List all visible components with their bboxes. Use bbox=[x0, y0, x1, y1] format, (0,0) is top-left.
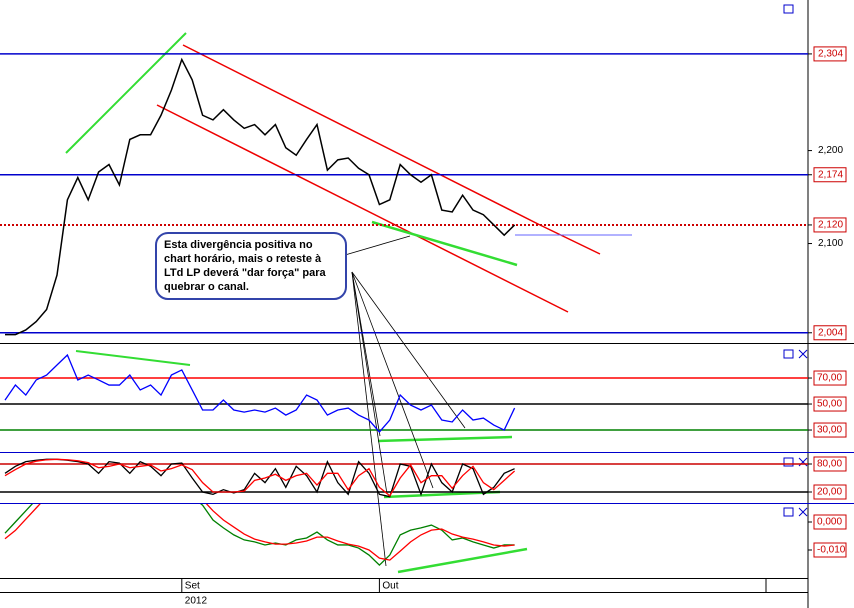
tick-label-box bbox=[813, 167, 847, 183]
series-line bbox=[4, 458, 516, 497]
y-tick-label: 0,000 bbox=[817, 517, 842, 528]
tick-label-box bbox=[813, 456, 847, 472]
tick-label-box bbox=[813, 370, 847, 386]
annotation-text: Esta divergência positiva no bbox=[164, 239, 313, 251]
annotation-text: quebrar o canal. bbox=[164, 281, 249, 293]
panel bbox=[0, 53, 808, 336]
y-tick-label: 30,00 bbox=[817, 425, 842, 436]
tick-label-box bbox=[813, 217, 847, 233]
tick-label-box bbox=[813, 484, 847, 500]
series-line bbox=[4, 458, 515, 498]
y-tick-label: 50,00 bbox=[817, 399, 842, 410]
tick-label-box bbox=[813, 325, 847, 341]
tick-label-box bbox=[813, 422, 847, 438]
series-line bbox=[5, 57, 516, 336]
x-tick-label: Set bbox=[185, 581, 200, 592]
year-label: 2012 bbox=[185, 596, 208, 607]
tick-label-box bbox=[813, 514, 847, 530]
annotation-text: chart horário, mais o reteste à bbox=[164, 253, 322, 265]
y-tick-label: 2,174 bbox=[818, 169, 843, 180]
y-tick-label: 2,004 bbox=[818, 327, 843, 338]
x-tick-label: Out bbox=[382, 581, 398, 592]
panel bbox=[0, 353, 808, 433]
y-tick-label: 2,100 bbox=[818, 238, 843, 249]
tick-label-box bbox=[813, 46, 847, 62]
tick-label-box bbox=[813, 542, 847, 558]
y-tick-label: 2,200 bbox=[818, 145, 843, 156]
y-tick-label: 80,00 bbox=[817, 459, 842, 470]
y-tick-label: -0,010 bbox=[817, 545, 846, 556]
y-tick-label: 20,00 bbox=[817, 487, 842, 498]
panel bbox=[4, 504, 515, 567]
annotation-box bbox=[155, 232, 347, 300]
y-tick-label: 2,304 bbox=[818, 49, 843, 60]
series-line bbox=[4, 504, 515, 561]
series-line bbox=[4, 504, 515, 567]
y-tick-label: 70,00 bbox=[817, 373, 842, 384]
panel-icons bbox=[783, 4, 808, 517]
drawing-tools bbox=[65, 32, 632, 574]
series-line bbox=[4, 353, 516, 433]
tick-label-box bbox=[813, 396, 847, 412]
y-tick-label: 2,120 bbox=[818, 220, 843, 231]
annotation-text: LTd LP deverá "dar força" para bbox=[164, 267, 327, 279]
panel bbox=[0, 458, 808, 498]
